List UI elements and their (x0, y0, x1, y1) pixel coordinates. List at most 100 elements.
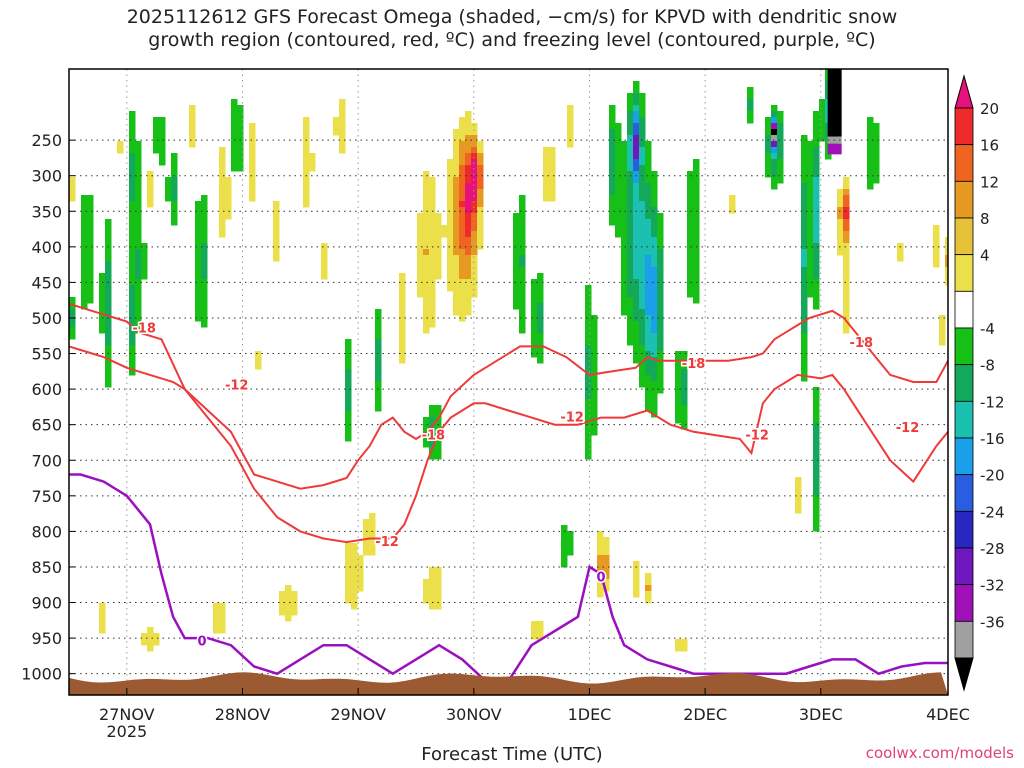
omega-cell (129, 171, 136, 178)
omega-cell (369, 525, 376, 532)
omega-cell (627, 141, 634, 148)
omega-cell (135, 243, 142, 250)
omega-cell (135, 297, 142, 304)
omega-cell (681, 645, 688, 652)
omega-cell (171, 177, 178, 184)
omega-cell (129, 351, 136, 358)
omega-cell (867, 171, 874, 178)
colorbar-band (954, 107, 974, 146)
omega-cell (153, 123, 160, 130)
omega-cell (303, 165, 310, 172)
omega-cell (465, 165, 472, 172)
omega-cell (537, 273, 544, 280)
omega-cell (585, 381, 592, 388)
omega-cell (813, 435, 820, 442)
omega-cell (471, 267, 478, 274)
x-axis-label: Forecast Time (UTC) (421, 744, 603, 765)
omega-cell (549, 189, 556, 196)
omega-cell (465, 297, 472, 304)
omega-cell (399, 351, 406, 358)
omega-cell (681, 369, 688, 376)
omega-cell (561, 537, 568, 544)
omega-cell (423, 183, 430, 190)
omega-cell (135, 273, 142, 280)
omega-cell (651, 207, 658, 214)
omega-cell (477, 159, 484, 166)
omega-cell (357, 561, 364, 568)
omega-cell (747, 87, 754, 94)
omega-cell (69, 195, 76, 202)
omega-cell (453, 255, 460, 262)
omega-cell (621, 261, 628, 268)
omega-cell (639, 249, 646, 256)
omega-cell (513, 285, 520, 292)
credit-link[interactable]: coolwx.com/models (865, 744, 1014, 762)
omega-cell (627, 105, 634, 112)
omega-cell (339, 111, 346, 118)
omega-cell (87, 213, 94, 220)
omega-cell (429, 297, 436, 304)
colorbar-band (954, 290, 974, 329)
omega-cell (693, 201, 700, 208)
omega-cell (567, 135, 574, 142)
omega-cell (609, 111, 616, 118)
omega-cell (627, 309, 634, 316)
omega-cell (867, 123, 874, 130)
contour-label: -18 (132, 322, 156, 337)
omega-cell (813, 261, 820, 268)
omega-cell (423, 585, 430, 592)
omega-cell (657, 333, 664, 340)
omega-cell (105, 303, 112, 310)
omega-cell (543, 183, 550, 190)
omega-cell (813, 441, 820, 448)
omega-cell (633, 87, 640, 94)
omega-cell (651, 393, 658, 400)
omega-cell (423, 579, 430, 586)
omega-cell (231, 165, 238, 172)
omega-cell (105, 225, 112, 232)
omega-cell (585, 453, 592, 460)
omega-cell (939, 321, 946, 328)
omega-cell (639, 207, 646, 214)
omega-cell (435, 267, 442, 274)
omega-cell (591, 315, 598, 322)
omega-cell (189, 129, 196, 136)
omega-cell (639, 375, 646, 382)
omega-cell (609, 171, 616, 178)
omega-cell (657, 243, 664, 250)
omega-cell (87, 297, 94, 304)
omega-cell (843, 231, 850, 238)
omega-cell (519, 321, 526, 328)
omega-cell (681, 417, 688, 424)
omega-cell (585, 327, 592, 334)
omega-cell (621, 153, 628, 160)
omega-cell (129, 327, 136, 334)
omega-cell (279, 609, 286, 616)
omega-cell (519, 297, 526, 304)
omega-cell (519, 231, 526, 238)
omega-cell (453, 249, 460, 256)
omega-cell (609, 165, 616, 172)
omega-cell (135, 267, 142, 274)
omega-cell (867, 177, 874, 184)
omega-cell (693, 195, 700, 202)
omega-cell (603, 555, 610, 562)
omega-cell (99, 615, 106, 622)
omega-cell (813, 213, 820, 220)
omega-cell (585, 369, 592, 376)
omega-cell (645, 159, 652, 166)
omega-cell (429, 243, 436, 250)
omega-cell (639, 177, 646, 184)
omega-cell (651, 171, 658, 178)
omega-cell (645, 579, 652, 586)
omega-cell (195, 309, 202, 316)
omega-cell (633, 327, 640, 334)
omega-cell (447, 231, 454, 238)
omega-cell (651, 237, 658, 244)
omega-cell (129, 309, 136, 316)
omega-cell (351, 555, 358, 562)
omega-cell (651, 195, 658, 202)
omega-cell (633, 303, 640, 310)
omega-cell (477, 153, 484, 160)
omega-cell (453, 195, 460, 202)
